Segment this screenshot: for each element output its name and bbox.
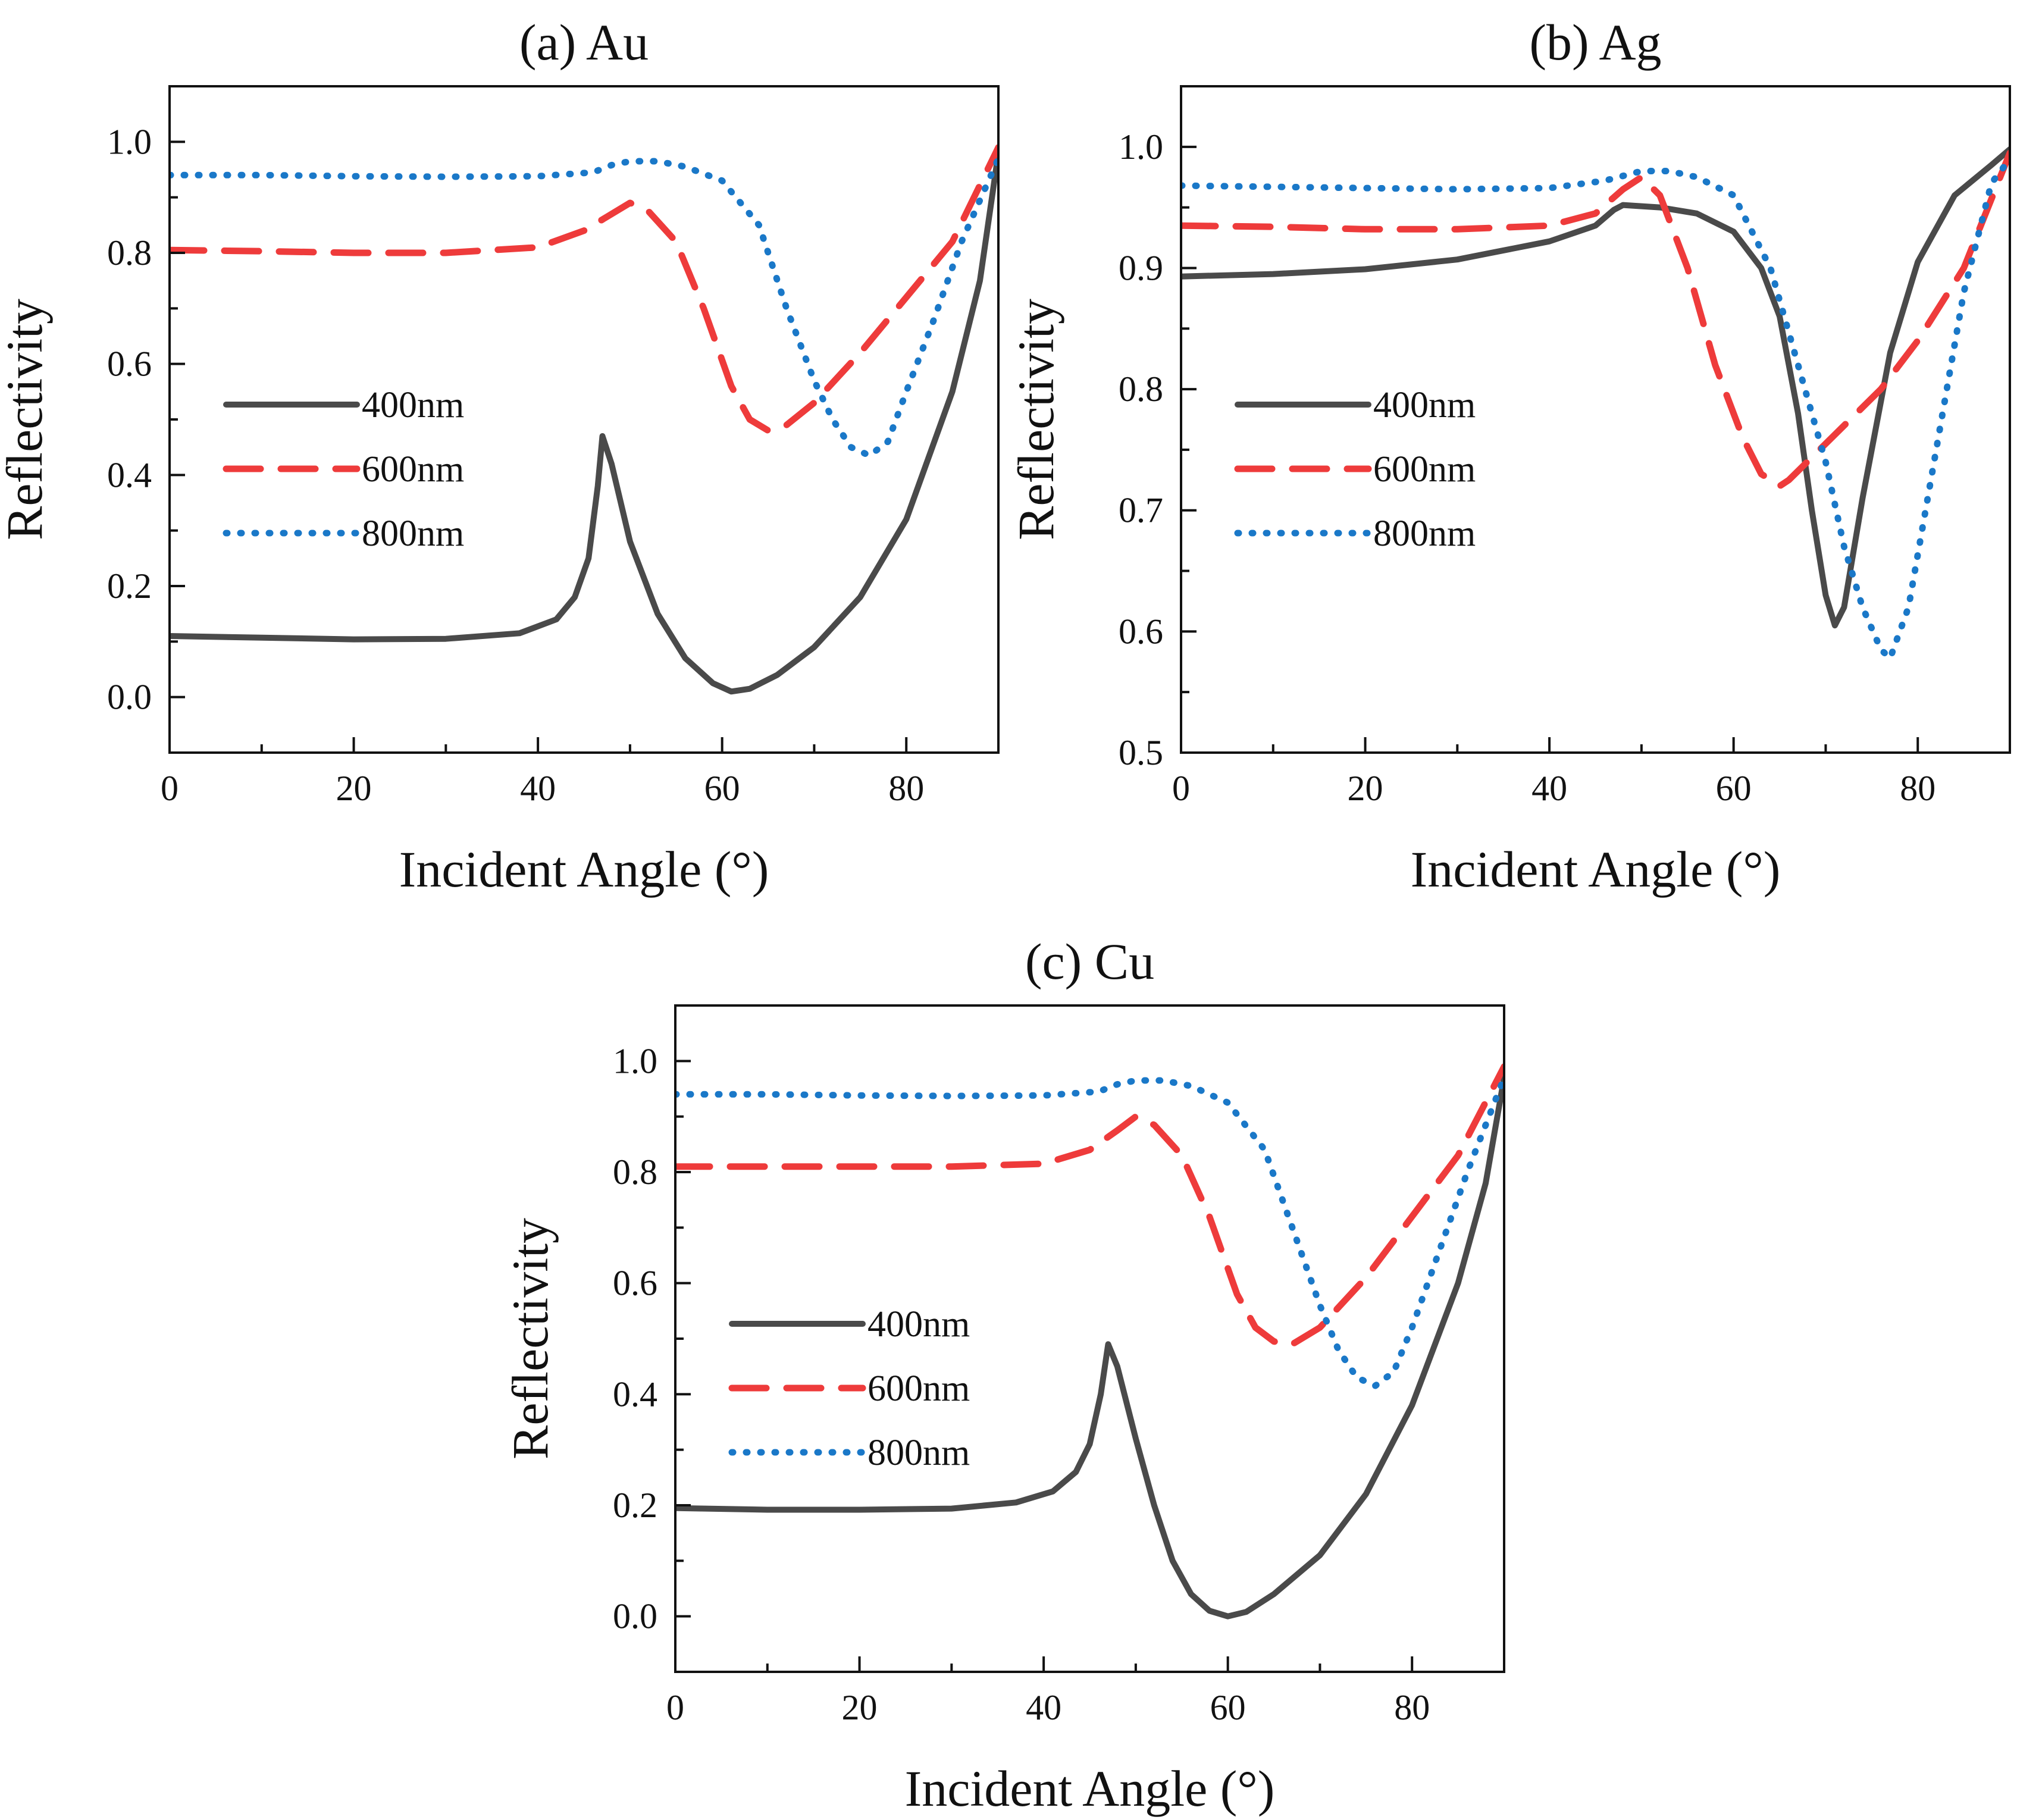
chart-3-ytick-label: 0.8	[613, 1152, 657, 1192]
chart-1-ytick-label: 0.8	[107, 233, 152, 272]
chart-1-series-400nm	[170, 150, 998, 695]
chart-1-legend: 400nm 600nm 800nm	[223, 385, 464, 554]
chart-3-xtick-label: 60	[1210, 1688, 1246, 1727]
chart-1-title: (a) Au	[519, 14, 649, 71]
chart-1-xtick-label: 40	[520, 769, 556, 808]
chart-3-ytick-label: 0.6	[613, 1264, 657, 1303]
chart-3-xtick-label: 40	[1026, 1688, 1061, 1727]
chart-3-ytick-label: 0.0	[613, 1597, 657, 1636]
chart-3-legend: 400nm 600nm 800nm	[728, 1304, 970, 1473]
chart-2-xtick-label: 0	[1172, 769, 1190, 808]
chart-3-legend-label-600nm: 600nm	[867, 1368, 970, 1409]
chart-1-legend-label-600nm: 600nm	[362, 449, 464, 490]
chart-3-ylabel: Reflectivity	[502, 1218, 559, 1459]
chart-2-xtick-label: 20	[1348, 769, 1383, 808]
chart-1-xlabel: Incident Angle (°)	[399, 841, 769, 898]
chart-1-ytick-label: 0.4	[107, 455, 152, 494]
chart-2-ylabel: Reflectivity	[1007, 299, 1064, 540]
chart-2-series-600nm	[1181, 149, 2010, 490]
chart-2-xtick-label: 80	[1900, 769, 1935, 808]
chart-1-series-800nm	[170, 155, 998, 459]
chart-2-title: (b) Ag	[1529, 14, 1661, 71]
chart-1-xtick-label: 0	[161, 769, 178, 808]
chart-1-xtick-label: 60	[704, 769, 740, 808]
chart-2-xtick-label: 60	[1716, 769, 1752, 808]
chart-3-ytick-label: 0.4	[613, 1374, 657, 1414]
chart-2-ytick-label: 0.5	[1119, 733, 1163, 772]
chart-2-ytick-label: 1.0	[1119, 127, 1163, 167]
chart-3-xtick-label: 20	[842, 1688, 878, 1727]
chart-2-xtick-label: 40	[1531, 769, 1567, 808]
chart-2-xlabel: Incident Angle (°)	[1411, 841, 1781, 898]
chart-3-ytick-label: 0.2	[613, 1486, 657, 1525]
chart-1-legend-label-400nm: 400nm	[362, 385, 464, 425]
chart-3: (c) Cu 0 20 40 60 80 0.0 0.2 0.4 0.6 0.8 1.0 Inciden…	[502, 933, 1505, 1817]
chart-3-series-400nm	[675, 1075, 1504, 1619]
chart-2-ytick-label: 0.6	[1119, 612, 1163, 651]
chart-3-legend-label-800nm: 800nm	[867, 1433, 970, 1473]
chart-2-ytick-label: 0.9	[1119, 248, 1163, 287]
chart-2-series-400nm	[1181, 146, 2010, 629]
chart-2-legend-label-400nm: 400nm	[1373, 385, 1476, 425]
chart-2-ytick-label: 0.7	[1119, 491, 1163, 530]
chart-3-ytick-label: 1.0	[613, 1041, 657, 1080]
chart-2-legend-label-600nm: 600nm	[1373, 449, 1476, 490]
chart-3-xlabel: Incident Angle (°)	[905, 1760, 1275, 1817]
chart-1-series-600nm	[170, 144, 998, 434]
chart-1-ytick-label: 0.6	[107, 344, 152, 384]
chart-1-xtick-label: 80	[888, 769, 924, 808]
chart-1-xtick-label: 20	[336, 769, 372, 808]
chart-3-series-800nm	[675, 1074, 1504, 1389]
chart-2-ytick-label: 0.8	[1119, 369, 1163, 409]
chart-2-series-800nm	[1181, 155, 2010, 662]
chart-3-frame	[674, 1004, 1505, 1673]
chart-1-legend-label-800nm: 800nm	[362, 513, 464, 554]
chart-3-xtick-label: 0	[666, 1688, 684, 1727]
chart-2: (b) Ag 0 20 40 60 80 0.5 0.6 0.7 0.8 0.9 1.0 Inciden…	[1007, 14, 2011, 898]
chart-2-frame	[1180, 85, 2011, 754]
chart-1-ylabel: Reflectivity	[0, 299, 53, 540]
chart-2-legend: 400nm 600nm 800nm	[1234, 385, 1476, 554]
chart-3-legend-label-400nm: 400nm	[867, 1304, 970, 1345]
chart-2-legend-label-800nm: 800nm	[1373, 513, 1476, 554]
chart-1-frame	[168, 85, 1000, 754]
chart-3-series-600nm	[675, 1063, 1504, 1348]
chart-3-title: (c) Cu	[1025, 933, 1154, 990]
chart-1-ytick-label: 1.0	[107, 122, 152, 161]
chart-1: (a) Au 0 20 40 60 80 0.0 0.2 0.4 0.6 0.8 1.0 Inciden…	[0, 14, 1000, 898]
chart-1-ytick-label: 0.2	[107, 566, 152, 606]
chart-1-ytick-label: 0.0	[107, 678, 152, 717]
chart-3-xtick-label: 80	[1394, 1688, 1430, 1727]
